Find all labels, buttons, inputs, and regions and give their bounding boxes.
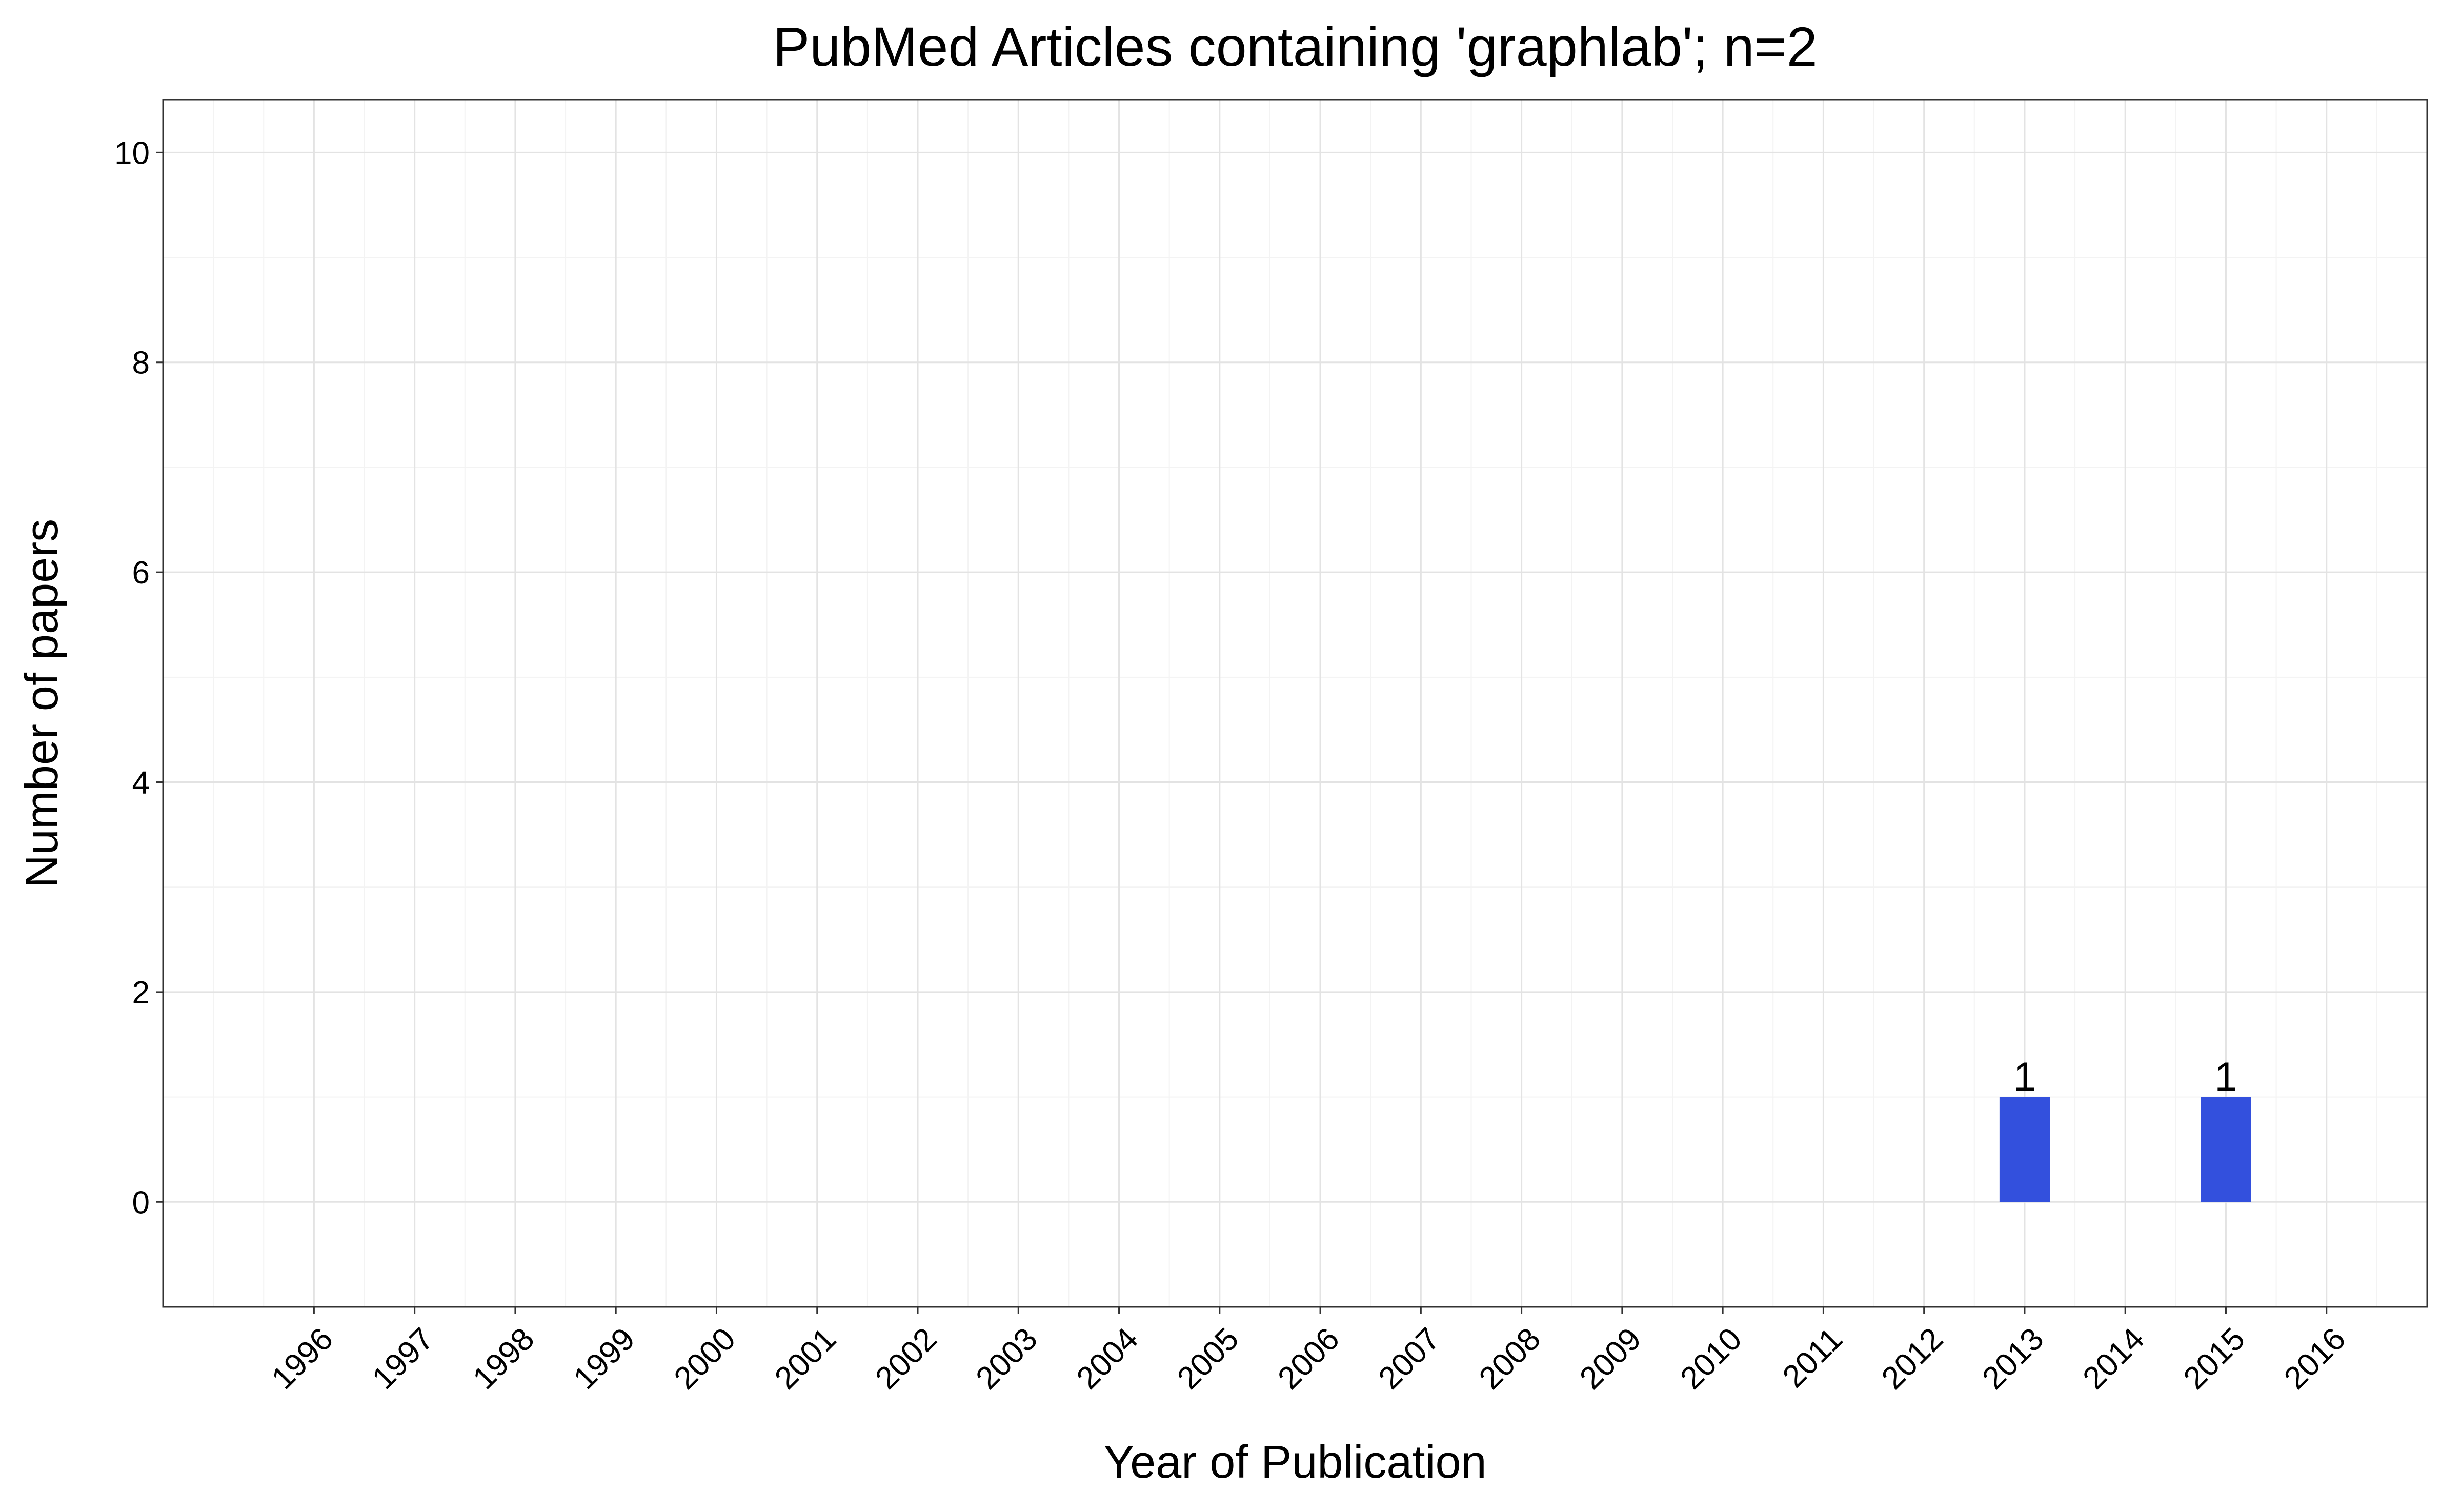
chart-title: PubMed Articles containing 'graphlab'; n… xyxy=(773,15,1818,77)
y-tick-label: 2 xyxy=(132,975,150,1011)
bar-2013 xyxy=(1999,1097,2050,1202)
y-axis-title: Number of papers xyxy=(16,519,68,888)
y-tick-label: 8 xyxy=(132,346,150,381)
bar-2015 xyxy=(2201,1097,2251,1202)
y-tick-label: 4 xyxy=(132,765,150,801)
bar-label-2015: 1 xyxy=(2214,1054,2237,1100)
x-axis-title: Year of Publication xyxy=(1103,1437,1486,1488)
bars xyxy=(1999,1097,2251,1202)
y-tick-label: 6 xyxy=(132,555,150,591)
bar-label-2013: 1 xyxy=(2013,1054,2036,1100)
y-tick-label: 0 xyxy=(132,1185,150,1220)
panel-border xyxy=(162,99,2428,1308)
y-tick-label: 10 xyxy=(114,135,150,171)
grid xyxy=(163,100,2428,1307)
